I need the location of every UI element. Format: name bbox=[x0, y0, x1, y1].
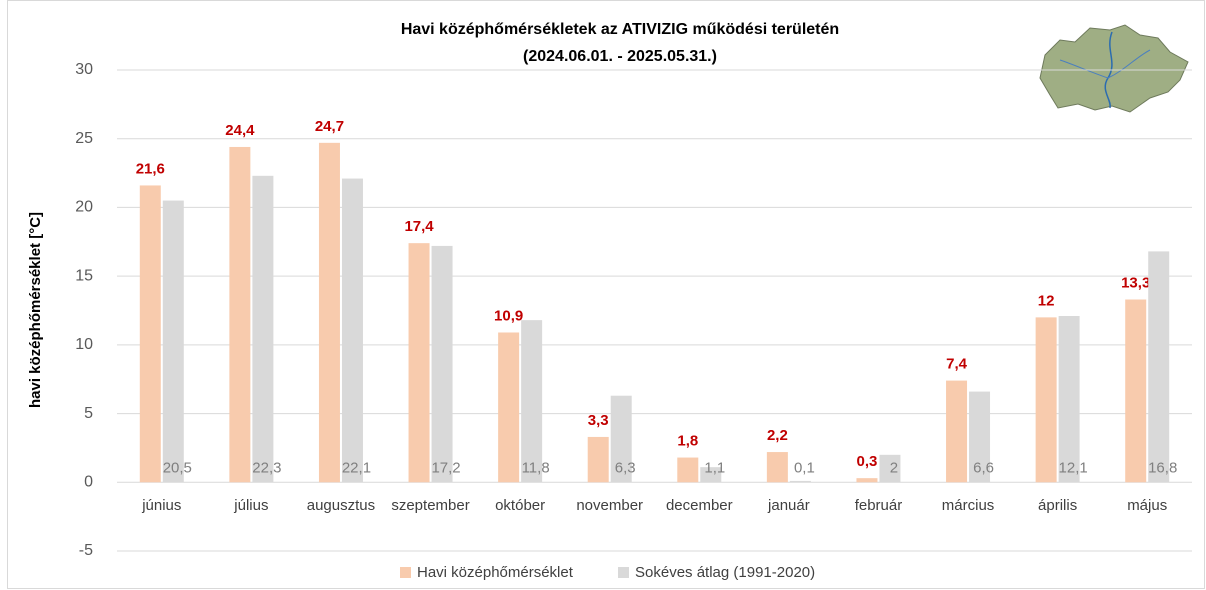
value-label: 6,3 bbox=[615, 459, 636, 476]
bar bbox=[1036, 317, 1057, 482]
bar bbox=[767, 452, 788, 482]
x-tick-label: április bbox=[1038, 497, 1077, 514]
x-tick-label: január bbox=[767, 497, 810, 514]
value-label: 10,9 bbox=[494, 307, 523, 324]
value-label: 0,3 bbox=[857, 453, 878, 470]
x-tick-label: augusztus bbox=[307, 497, 375, 514]
bar bbox=[342, 179, 363, 483]
y-tick-label: -5 bbox=[79, 542, 93, 559]
value-label: 12 bbox=[1038, 292, 1055, 309]
y-tick-label: 5 bbox=[84, 405, 93, 422]
value-label: 6,6 bbox=[973, 459, 994, 476]
bar bbox=[409, 243, 430, 482]
bar bbox=[1059, 316, 1080, 482]
x-tick-label: október bbox=[495, 497, 545, 514]
y-tick-label: 15 bbox=[75, 267, 93, 284]
bar bbox=[521, 320, 542, 482]
bar bbox=[163, 201, 184, 483]
bar bbox=[432, 246, 453, 482]
value-label: 2 bbox=[890, 459, 898, 476]
value-label: 3,3 bbox=[588, 412, 609, 429]
bar bbox=[677, 458, 698, 483]
value-label: 11,8 bbox=[522, 459, 550, 476]
value-label: 0,1 bbox=[794, 459, 815, 476]
chart-title: Havi középhőmérsékletek az ATIVIZIG műkö… bbox=[401, 21, 839, 38]
y-axis-label: havi középhőmérséklet [°C] bbox=[27, 212, 44, 408]
bar bbox=[229, 147, 250, 482]
value-label: 21,6 bbox=[136, 160, 165, 177]
value-label: 17,2 bbox=[431, 459, 460, 476]
legend-label: Havi középhőmérséklet bbox=[417, 564, 574, 581]
value-label: 24,4 bbox=[225, 122, 255, 139]
bar bbox=[498, 332, 519, 482]
value-label: 24,7 bbox=[315, 118, 344, 135]
value-label: 1,8 bbox=[677, 433, 698, 450]
value-label: 22,1 bbox=[342, 459, 371, 476]
x-tick-label: március bbox=[942, 497, 995, 514]
value-label: 2,2 bbox=[767, 427, 788, 444]
x-tick-label: május bbox=[1127, 497, 1167, 514]
y-tick-label: 30 bbox=[75, 61, 93, 78]
value-label: 12,1 bbox=[1059, 459, 1088, 476]
x-tick-label: december bbox=[666, 497, 733, 514]
bar bbox=[140, 185, 161, 482]
bar bbox=[790, 481, 811, 482]
x-tick-label: június bbox=[141, 497, 181, 514]
x-tick-label: február bbox=[855, 497, 903, 514]
bar bbox=[1148, 251, 1169, 482]
bar bbox=[588, 437, 609, 482]
x-tick-label: július bbox=[233, 497, 268, 514]
value-label: 7,4 bbox=[946, 356, 968, 373]
bar bbox=[856, 478, 877, 482]
y-tick-label: 20 bbox=[75, 199, 93, 216]
value-label: 16,8 bbox=[1148, 459, 1177, 476]
y-tick-label: 10 bbox=[75, 336, 93, 353]
page: Havi középhőmérsékletek az ATIVIZIG műkö… bbox=[0, 0, 1206, 590]
legend-label: Sokéves átlag (1991-2020) bbox=[635, 564, 815, 581]
bar bbox=[946, 381, 967, 483]
chart: Havi középhőmérsékletek az ATIVIZIG műkö… bbox=[0, 0, 1206, 590]
legend-swatch bbox=[618, 567, 629, 578]
value-label: 1,1 bbox=[704, 459, 725, 476]
bar bbox=[1125, 300, 1146, 483]
y-tick-label: 25 bbox=[75, 130, 93, 147]
y-tick-label: 0 bbox=[84, 474, 93, 491]
x-tick-label: szeptember bbox=[391, 497, 469, 514]
x-tick-label: november bbox=[576, 497, 643, 514]
bar bbox=[319, 143, 340, 482]
bar bbox=[252, 176, 273, 482]
chart-subtitle: (2024.06.01. - 2025.05.31.) bbox=[523, 48, 717, 65]
legend-swatch bbox=[400, 567, 411, 578]
value-label: 22,3 bbox=[252, 459, 281, 476]
value-label: 17,4 bbox=[404, 218, 434, 235]
value-label: 20,5 bbox=[163, 459, 192, 476]
value-label: 13,3 bbox=[1121, 274, 1150, 291]
